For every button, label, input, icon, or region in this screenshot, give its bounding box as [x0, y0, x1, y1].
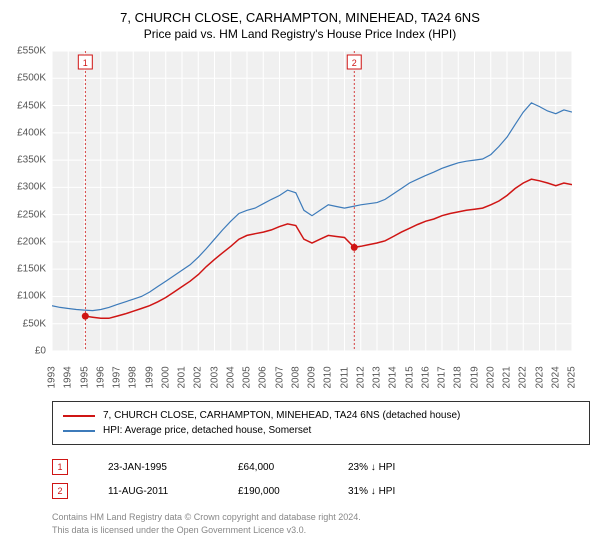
chart-plot: 12	[52, 51, 572, 351]
x-tick-label: 1999	[144, 366, 155, 388]
x-tick-label: 2023	[534, 366, 545, 388]
x-tick-label: 2015	[404, 366, 415, 388]
x-tick-label: 1994	[63, 366, 74, 388]
chart-title: 7, CHURCH CLOSE, CARHAMPTON, MINEHEAD, T…	[10, 10, 590, 25]
y-tick-label: £550K	[17, 46, 46, 57]
footer-line-2: This data is licensed under the Open Gov…	[52, 524, 590, 537]
legend-swatch	[63, 430, 95, 432]
y-tick-label: £300K	[17, 182, 46, 193]
x-tick-label: 1995	[79, 366, 90, 388]
svg-text:1: 1	[83, 58, 88, 68]
x-tick-label: 2006	[258, 366, 269, 388]
legend-row: HPI: Average price, detached house, Some…	[63, 423, 579, 438]
x-tick-label: 2004	[225, 366, 236, 388]
chart-container: £0£50K£100K£150K£200K£250K£300K£350K£400…	[52, 51, 590, 351]
x-tick-label: 2012	[355, 366, 366, 388]
x-tick-label: 2025	[567, 366, 578, 388]
x-tick-label: 1993	[47, 366, 58, 388]
marker-table: 1 23-JAN-1995 £64,000 23% ↓ HPI 2 11-AUG-2011…	[52, 455, 590, 503]
x-tick-label: 2018	[453, 366, 464, 388]
x-tick-label: 1998	[128, 366, 139, 388]
x-tick-label: 2019	[469, 366, 480, 388]
x-tick-label: 2020	[485, 366, 496, 388]
marker-badge: 2	[52, 483, 68, 499]
marker-price: £190,000	[238, 486, 308, 497]
marker-row: 2 11-AUG-2011 £190,000 31% ↓ HPI	[52, 479, 590, 503]
marker-delta: 23% ↓ HPI	[348, 462, 395, 473]
x-tick-label: 2013	[372, 366, 383, 388]
x-tick-label: 1996	[95, 366, 106, 388]
y-tick-label: £350K	[17, 155, 46, 166]
x-tick-label: 2000	[160, 366, 171, 388]
x-tick-label: 2011	[339, 367, 350, 389]
footer: Contains HM Land Registry data © Crown c…	[52, 511, 590, 536]
legend-row: 7, CHURCH CLOSE, CARHAMPTON, MINEHEAD, T…	[63, 408, 579, 423]
legend-label: 7, CHURCH CLOSE, CARHAMPTON, MINEHEAD, T…	[103, 410, 460, 421]
marker-price: £64,000	[238, 462, 308, 473]
y-tick-label: £0	[35, 346, 46, 357]
x-tick-label: 2010	[323, 366, 334, 388]
y-tick-label: £250K	[17, 209, 46, 220]
x-tick-label: 1997	[112, 366, 123, 388]
marker-badge: 1	[52, 459, 68, 475]
x-tick-label: 2021	[502, 366, 513, 388]
x-tick-label: 2017	[437, 366, 448, 388]
marker-delta: 31% ↓ HPI	[348, 486, 395, 497]
legend-label: HPI: Average price, detached house, Some…	[103, 425, 311, 436]
x-tick-label: 2003	[209, 366, 220, 388]
x-tick-label: 2009	[307, 366, 318, 388]
x-tick-label: 2007	[274, 366, 285, 388]
legend: 7, CHURCH CLOSE, CARHAMPTON, MINEHEAD, T…	[52, 401, 590, 445]
marker-date: 23-JAN-1995	[108, 462, 198, 473]
y-tick-label: £50K	[23, 318, 46, 329]
x-tick-label: 2008	[290, 366, 301, 388]
legend-swatch	[63, 415, 95, 417]
chart-subtitle: Price paid vs. HM Land Registry's House …	[10, 27, 590, 41]
y-tick-label: £500K	[17, 73, 46, 84]
y-tick-label: £400K	[17, 127, 46, 138]
marker-row: 1 23-JAN-1995 £64,000 23% ↓ HPI	[52, 455, 590, 479]
footer-line-1: Contains HM Land Registry data © Crown c…	[52, 511, 590, 524]
x-tick-label: 2005	[242, 366, 253, 388]
y-tick-label: £200K	[17, 236, 46, 247]
x-tick-label: 2001	[177, 366, 188, 388]
marker-date: 11-AUG-2011	[108, 486, 198, 497]
y-tick-label: £150K	[17, 264, 46, 275]
x-tick-label: 2022	[518, 366, 529, 388]
y-tick-label: £450K	[17, 100, 46, 111]
x-tick-label: 2002	[193, 366, 204, 388]
x-tick-label: 2014	[388, 366, 399, 388]
y-axis: £0£50K£100K£150K£200K£250K£300K£350K£400…	[10, 51, 50, 351]
x-axis: 1993199419951996199719981999200020012002…	[52, 357, 590, 393]
x-tick-label: 2024	[550, 366, 561, 388]
svg-text:2: 2	[352, 58, 357, 68]
y-tick-label: £100K	[17, 291, 46, 302]
x-tick-label: 2016	[420, 366, 431, 388]
